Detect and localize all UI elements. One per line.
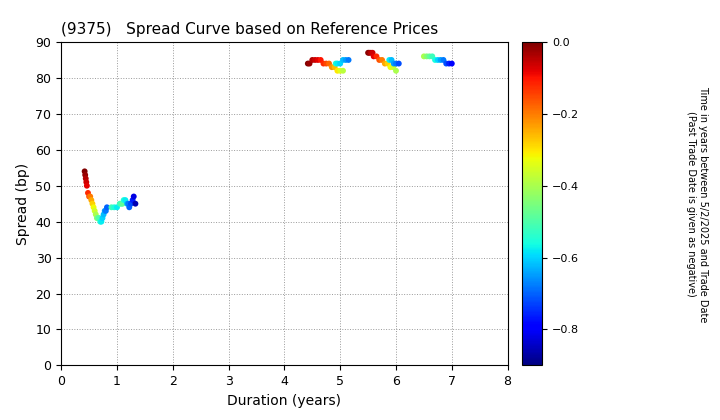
Point bbox=[86, 200, 98, 207]
Point bbox=[366, 50, 378, 56]
Point bbox=[315, 57, 326, 63]
Point bbox=[421, 53, 433, 60]
Point bbox=[426, 53, 438, 60]
Point bbox=[84, 193, 95, 200]
Point bbox=[130, 200, 141, 207]
Point bbox=[340, 57, 351, 63]
Point bbox=[92, 215, 104, 221]
Point bbox=[368, 53, 379, 60]
Point bbox=[371, 53, 382, 60]
Point bbox=[124, 204, 135, 211]
Point bbox=[122, 200, 134, 207]
Point bbox=[334, 60, 346, 67]
Point bbox=[326, 64, 338, 71]
Point bbox=[446, 60, 458, 67]
Y-axis label: Time in years between 5/2/2025 and Trade Date
(Past Trade Date is given as negat: Time in years between 5/2/2025 and Trade… bbox=[686, 86, 708, 322]
Point bbox=[89, 207, 101, 214]
Point bbox=[329, 64, 341, 71]
Point bbox=[432, 57, 444, 63]
Point bbox=[438, 57, 449, 63]
Point bbox=[307, 57, 318, 63]
Point bbox=[364, 50, 375, 56]
Point bbox=[125, 200, 137, 207]
Point bbox=[310, 57, 321, 63]
Point bbox=[374, 57, 385, 63]
Point bbox=[441, 60, 452, 67]
Point bbox=[81, 182, 93, 189]
Point bbox=[390, 67, 402, 74]
Y-axis label: Spread (bp): Spread (bp) bbox=[16, 163, 30, 245]
Point bbox=[91, 215, 103, 221]
Point bbox=[423, 53, 435, 60]
Point bbox=[323, 60, 335, 67]
Point bbox=[99, 207, 110, 214]
Point bbox=[384, 57, 395, 63]
Point bbox=[388, 60, 400, 67]
Point bbox=[386, 57, 397, 63]
Point bbox=[86, 197, 97, 203]
Point bbox=[318, 60, 329, 67]
Point bbox=[382, 60, 393, 67]
Point bbox=[334, 67, 346, 74]
Point bbox=[81, 179, 92, 186]
Point bbox=[94, 218, 106, 225]
Point bbox=[94, 215, 105, 221]
Point bbox=[96, 218, 107, 225]
Point bbox=[127, 197, 138, 203]
Point bbox=[332, 67, 343, 74]
Point bbox=[418, 53, 430, 60]
Point bbox=[362, 50, 374, 56]
Point bbox=[117, 200, 128, 207]
Point bbox=[116, 200, 127, 207]
Point bbox=[429, 57, 441, 63]
Point bbox=[330, 60, 341, 67]
Point bbox=[390, 60, 402, 67]
Point bbox=[109, 204, 120, 211]
Point bbox=[106, 204, 117, 211]
Point bbox=[111, 204, 122, 211]
Point bbox=[79, 172, 91, 178]
X-axis label: Duration (years): Duration (years) bbox=[228, 394, 341, 408]
Point bbox=[90, 211, 102, 218]
Point bbox=[435, 57, 446, 63]
Point bbox=[80, 175, 91, 182]
Point bbox=[304, 60, 315, 67]
Point bbox=[384, 64, 396, 71]
Point bbox=[102, 204, 113, 211]
Point bbox=[121, 200, 132, 207]
Point bbox=[100, 207, 112, 214]
Point bbox=[128, 193, 140, 200]
Point bbox=[96, 215, 108, 221]
Point bbox=[387, 64, 399, 71]
Point bbox=[114, 200, 125, 207]
Point bbox=[379, 60, 390, 67]
Point bbox=[365, 50, 377, 56]
Point bbox=[393, 60, 405, 67]
Point bbox=[79, 168, 91, 175]
Point bbox=[120, 197, 131, 203]
Point bbox=[377, 57, 388, 63]
Point bbox=[84, 193, 96, 200]
Point bbox=[118, 197, 130, 203]
Point bbox=[444, 60, 455, 67]
Point bbox=[312, 57, 323, 63]
Point bbox=[337, 57, 348, 63]
Point bbox=[82, 189, 94, 196]
Point bbox=[320, 60, 332, 67]
Point bbox=[332, 60, 343, 67]
Text: (9375)   Spread Curve based on Reference Prices: (9375) Spread Curve based on Reference P… bbox=[61, 22, 438, 37]
Point bbox=[88, 204, 99, 211]
Point bbox=[343, 57, 354, 63]
Point bbox=[337, 67, 348, 74]
Point bbox=[302, 60, 314, 67]
Point bbox=[98, 211, 109, 218]
